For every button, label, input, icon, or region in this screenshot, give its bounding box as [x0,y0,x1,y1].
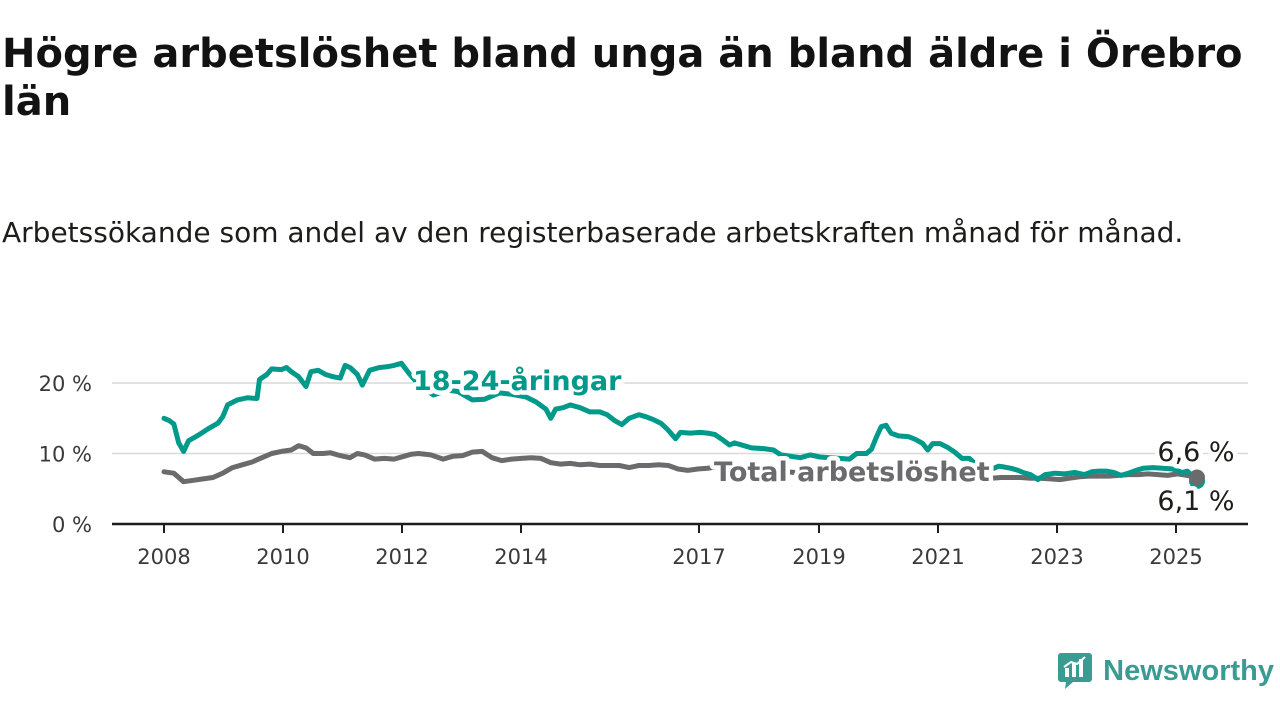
end-label-18-24: 6,1 %6,1 % [1153,482,1239,522]
newsworthy-logo-icon [1058,653,1093,689]
end-label-total-halo: 6,6 % [1157,437,1234,468]
end-label-total: 6,6 %6,6 % [1153,433,1239,473]
end-label-total-text: 6,6 % [1157,437,1234,468]
x-tick-label: 2012 [375,545,428,569]
series-line-total [161,443,1200,485]
end-label-18-24-halo: 6,1 % [1157,486,1234,517]
x-tick-label: 2017 [672,545,725,569]
x-tick-label: 2025 [1149,545,1202,569]
series-line-18-24 [161,360,1200,484]
end-label-18-24-text: 6,1 % [1157,486,1234,517]
x-tick-label: 2023 [1030,545,1083,569]
y-axis-tick-labels: 0 % 10 % 20 % [39,372,92,537]
series [161,360,1205,489]
x-tick-label: 2010 [256,545,309,569]
grid [112,382,1248,455]
chart-subtitle: Arbetssökande som andel av den registerb… [2,216,1184,249]
x-axis: 2008 2010 2012 2014 2017 2019 2021 2023 2025 [112,522,1248,569]
newsworthy-brand: Newsworthy [1057,648,1274,694]
inline-label-total-text: Total arbetslöshet [714,457,990,488]
end-point-total [1189,469,1205,486]
x-tick-label: 2014 [494,545,547,569]
y-tick-label: 0 % [52,513,92,537]
inline-label-total-halo: Total arbetslöshet [714,457,990,488]
chart-title: Högre arbetslöshet bland unga än bland ä… [2,31,1243,125]
x-tick-label: 2019 [792,545,845,569]
y-tick-label: 10 % [39,443,92,467]
x-tick-label: 2008 [137,545,190,569]
inline-label-18-24-text: 18-24-åringar [413,365,622,397]
y-tick-label: 20 % [39,372,92,396]
inline-label-18-24-halo: 18-24-åringar [413,365,622,397]
x-tick-label: 2021 [911,545,964,569]
brand-name: Newsworthy [1103,654,1274,687]
